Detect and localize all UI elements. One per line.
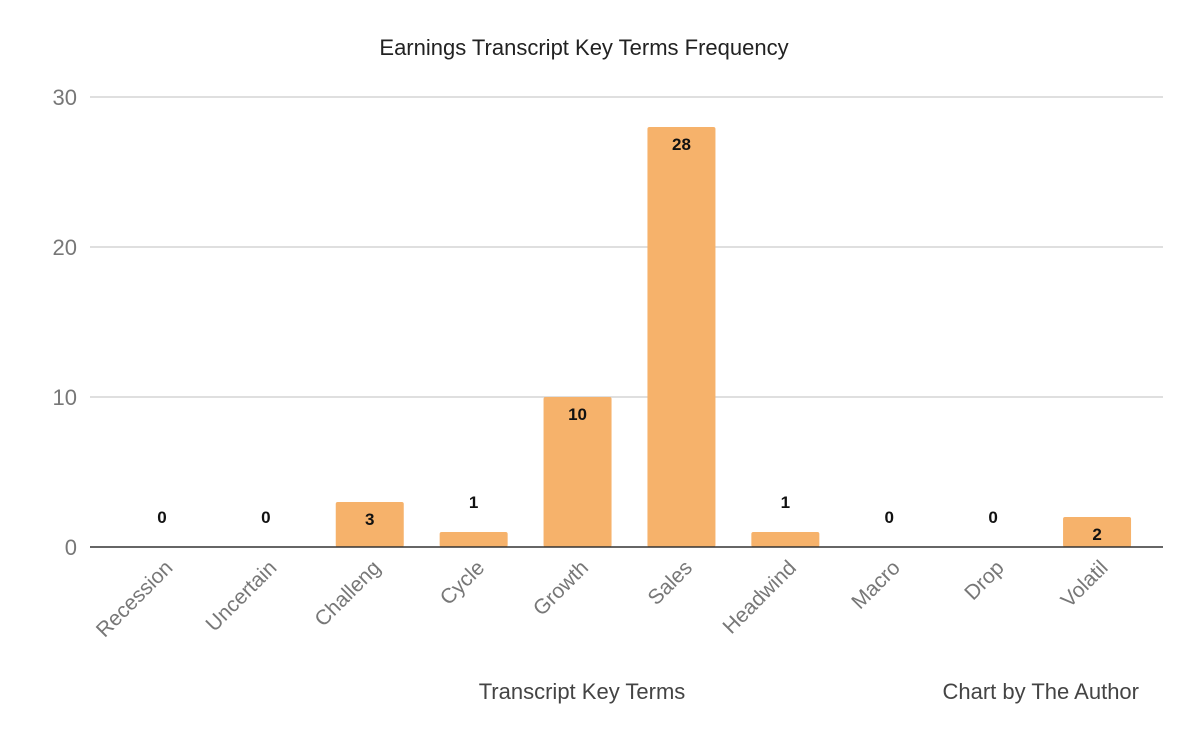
x-axis-ticks: Recession Uncertain Challeng Cycle Growth Sal… — [92, 556, 1113, 642]
data-label: 0 — [157, 508, 166, 527]
bar — [751, 532, 820, 547]
x-tick-label: Macro — [847, 556, 905, 614]
y-tick-label: 0 — [65, 535, 77, 560]
y-axis-ticks: 0 10 20 30 — [53, 85, 77, 560]
bar — [1063, 517, 1132, 547]
x-tick-label: Growth — [529, 556, 593, 620]
data-label: 3 — [365, 510, 374, 529]
bar — [335, 502, 404, 547]
y-tick-label: 30 — [53, 85, 77, 110]
chart-credit: Chart by The Author — [943, 679, 1140, 704]
x-axis-title: Transcript Key Terms — [479, 679, 686, 704]
bar — [543, 397, 612, 547]
bars — [335, 127, 1132, 547]
x-tick-label: Volatil — [1057, 556, 1113, 612]
data-label: 0 — [261, 508, 270, 527]
data-label: 28 — [672, 135, 691, 154]
x-tick-label: Challeng — [310, 556, 385, 631]
data-label: 2 — [1092, 525, 1101, 544]
bar — [439, 532, 508, 547]
x-tick-label: Recession — [92, 556, 178, 642]
data-label: 1 — [469, 493, 478, 512]
x-tick-label: Sales — [644, 556, 697, 609]
x-tick-label: Cycle — [436, 556, 489, 609]
x-tick-label: Headwind — [719, 556, 801, 638]
y-tick-label: 20 — [53, 235, 77, 260]
gridlines — [90, 96, 1163, 398]
bar — [647, 127, 716, 547]
data-label: 0 — [885, 508, 894, 527]
chart-title: Earnings Transcript Key Terms Frequency — [379, 35, 788, 60]
data-label: 10 — [568, 405, 587, 424]
x-tick-label: Uncertain — [202, 556, 282, 636]
data-label: 0 — [988, 508, 997, 527]
x-tick-label: Drop — [960, 556, 1008, 604]
data-label: 1 — [781, 493, 790, 512]
y-tick-label: 10 — [53, 385, 77, 410]
